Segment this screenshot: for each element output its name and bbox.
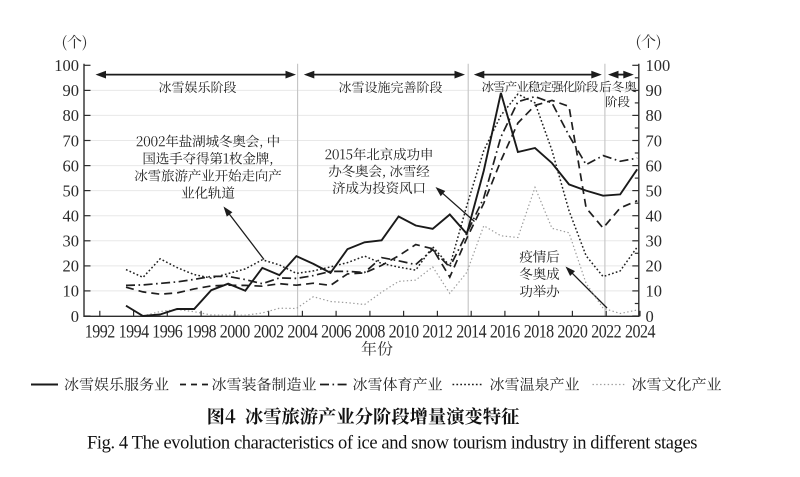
svg-text:2002: 2002 <box>254 320 284 342</box>
svg-text:80: 80 <box>63 106 80 125</box>
svg-text:2020: 2020 <box>557 320 588 342</box>
svg-text:100: 100 <box>54 56 79 75</box>
svg-text:20: 20 <box>646 257 663 276</box>
svg-text:2012: 2012 <box>422 320 452 342</box>
svg-text:2022: 2022 <box>591 320 621 342</box>
svg-text:70: 70 <box>63 131 80 150</box>
svg-text:2016: 2016 <box>490 320 521 342</box>
svg-text:100: 100 <box>646 56 671 75</box>
svg-text:30: 30 <box>646 232 663 251</box>
svg-text:10: 10 <box>63 282 80 301</box>
svg-text:90: 90 <box>63 81 80 100</box>
svg-text:30: 30 <box>63 232 80 251</box>
svg-text:1996: 1996 <box>152 320 183 342</box>
svg-text:2010: 2010 <box>389 320 420 342</box>
svg-text:90: 90 <box>646 81 663 100</box>
svg-text:70: 70 <box>646 131 663 150</box>
svg-text:10: 10 <box>646 282 663 301</box>
svg-text:2024: 2024 <box>625 320 656 342</box>
svg-text:2004: 2004 <box>287 320 318 342</box>
svg-text:20: 20 <box>63 257 80 276</box>
svg-text:0: 0 <box>646 307 654 326</box>
svg-text:2014: 2014 <box>456 320 487 342</box>
svg-text:1992: 1992 <box>85 320 115 342</box>
svg-text:50: 50 <box>63 181 80 200</box>
svg-text:Fig. 4 The evolution charact: Fig. 4 The evolution characteristics of … <box>87 434 697 454</box>
svg-text:2006: 2006 <box>321 320 352 342</box>
svg-text:80: 80 <box>646 106 663 125</box>
svg-text:2008: 2008 <box>355 320 386 342</box>
svg-text:40: 40 <box>63 207 80 226</box>
svg-text:40: 40 <box>646 207 663 226</box>
svg-text:0: 0 <box>71 307 79 326</box>
svg-text:1994: 1994 <box>119 320 150 342</box>
svg-text:1998: 1998 <box>186 320 217 342</box>
svg-text:60: 60 <box>63 156 80 175</box>
svg-text:50: 50 <box>646 181 663 200</box>
svg-text:2000: 2000 <box>220 320 251 342</box>
svg-text:60: 60 <box>646 156 663 175</box>
svg-text:2018: 2018 <box>524 320 555 342</box>
